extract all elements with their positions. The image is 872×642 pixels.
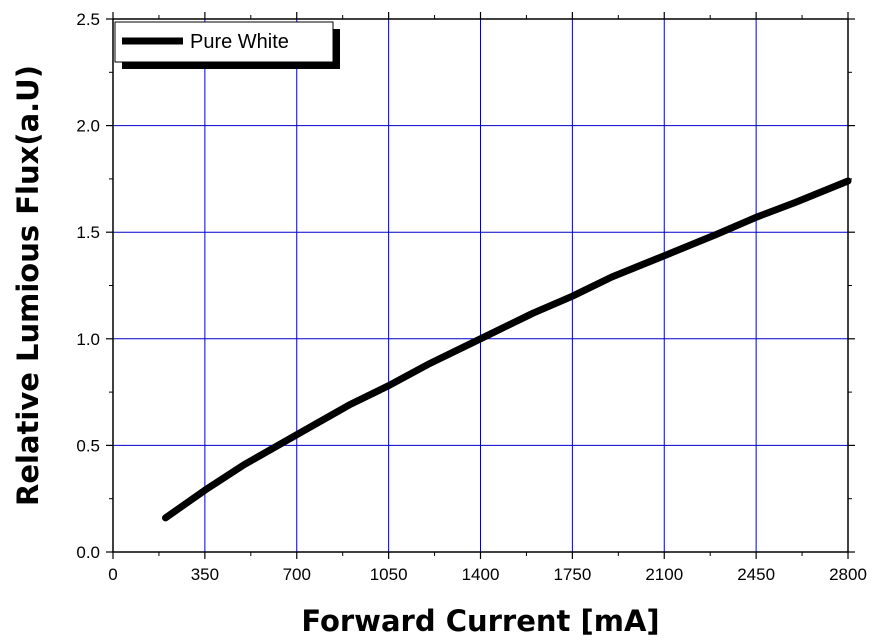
x-tick-label: 1050 <box>370 565 408 584</box>
y-tick-label: 1.0 <box>76 330 100 349</box>
y-tick-labels: 0.0 0.5 1.0 1.5 2.0 2.5 <box>76 10 100 562</box>
series-layer <box>162 177 852 522</box>
x-tick-label: 700 <box>283 565 311 584</box>
x-tick-label: 0 <box>108 565 117 584</box>
legend: Pure White <box>114 21 340 69</box>
legend-label-pure-white: Pure White <box>190 31 289 53</box>
x-tick-label: 1400 <box>462 565 500 584</box>
tick-marks <box>106 12 855 559</box>
x-tick-label: 2100 <box>645 565 683 584</box>
x-tick-labels: 0 350 700 1050 1400 1750 2100 2450 2800 <box>108 565 867 584</box>
y-tick-label: 1.5 <box>76 223 100 242</box>
x-tick-label: 1750 <box>553 565 591 584</box>
x-tick-label: 2800 <box>829 565 867 584</box>
x-tick-label: 350 <box>191 565 219 584</box>
grid-lines <box>113 19 848 552</box>
y-tick-label: 2.5 <box>76 10 100 29</box>
x-tick-label: 2450 <box>737 565 775 584</box>
x-axis-title: Forward Current [mA] <box>301 604 659 638</box>
y-axis-title: Relative Lumious Flux(a.U) <box>11 65 45 506</box>
series-line-pure-white <box>162 177 852 522</box>
y-tick-label: 2.0 <box>76 117 100 136</box>
y-tick-label: 0.5 <box>76 436 100 455</box>
y-tick-label: 0.0 <box>76 543 100 562</box>
